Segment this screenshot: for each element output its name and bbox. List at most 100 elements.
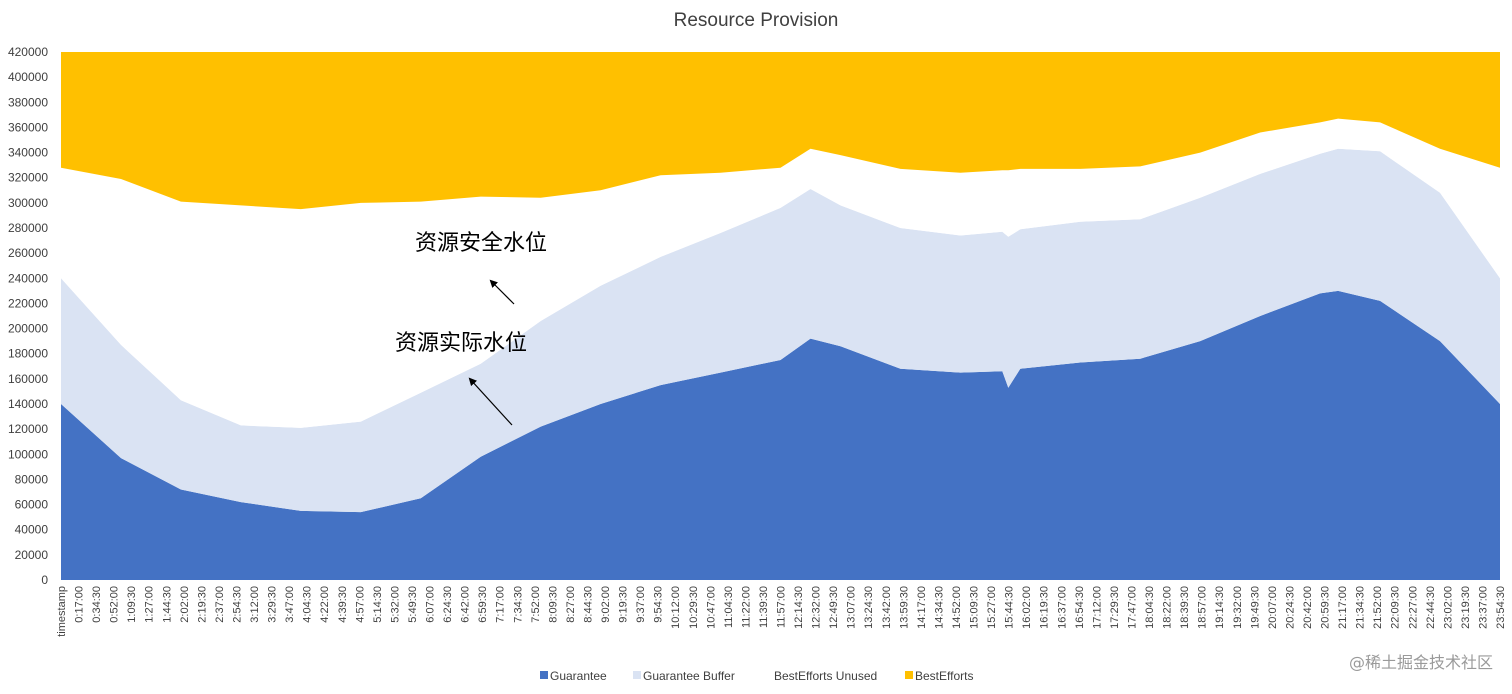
x-tick-label-24: 6:59:30 — [477, 586, 489, 623]
x-tick-label-27: 7:52:00 — [530, 586, 542, 623]
x-tick-label-52: 15:09:30 — [969, 586, 981, 629]
legend-swatch-1 — [633, 671, 641, 679]
x-tick-label-31: 9:02:00 — [600, 586, 612, 623]
x-tick-label-18: 5:14:30 — [372, 586, 384, 623]
x-tick-label-62: 18:04:30 — [1144, 586, 1156, 629]
area-series-1 — [61, 148, 1500, 513]
x-tick-label-16: 4:39:30 — [337, 586, 349, 623]
y-tick-label-18: 360000 — [8, 120, 48, 134]
annotation-actual-level: 资源实际水位 — [395, 331, 527, 356]
x-tick-label-51: 14:52:00 — [951, 586, 963, 629]
x-tick-label-25: 7:17:00 — [495, 586, 507, 623]
x-tick-label-48: 13:59:30 — [898, 586, 910, 629]
x-tick-label-10: 2:54:30 — [232, 586, 244, 623]
legend-label-0: Guarantee — [550, 669, 607, 683]
x-tick-label-78: 22:44:30 — [1425, 586, 1437, 629]
y-tick-label-4: 80000 — [15, 472, 49, 486]
x-tick-label-20: 5:49:30 — [407, 586, 419, 623]
x-tick-label-46: 13:24:30 — [863, 586, 875, 629]
x-tick-label-5: 1:27:00 — [144, 586, 156, 623]
x-tick-label-26: 7:34:30 — [512, 586, 524, 623]
x-tick-label-66: 19:14:30 — [1214, 586, 1226, 629]
y-tick-label-21: 420000 — [8, 45, 48, 59]
x-tick-label-64: 18:39:30 — [1179, 586, 1191, 629]
y-tick-label-19: 380000 — [8, 95, 48, 109]
x-tick-label-71: 20:42:00 — [1302, 586, 1314, 629]
x-tick-label-35: 10:12:00 — [670, 586, 682, 629]
x-tick-label-44: 12:49:30 — [828, 586, 840, 629]
x-tick-label-33: 9:37:00 — [635, 586, 647, 623]
x-tick-label-57: 16:37:00 — [1056, 586, 1068, 629]
x-tick-label-4: 1:09:30 — [126, 586, 138, 623]
x-axis: timestamp 0:17:00 0:34:30 0:52:00 1:09:30 1:2… — [56, 586, 1507, 637]
x-tick-label-32: 9:19:30 — [618, 586, 630, 623]
x-tick-label-82: 23:54:30 — [1495, 586, 1507, 629]
x-tick-label-19: 5:32:00 — [389, 586, 401, 623]
x-tick-label-54: 15:44:30 — [1004, 586, 1016, 629]
legend-label-3: BestEfforts — [915, 669, 973, 683]
x-tick-label-50: 14:34:30 — [933, 586, 945, 629]
area-series-group — [61, 52, 1500, 580]
y-tick-label-8: 160000 — [8, 372, 48, 386]
x-tick-label-30: 8:44:30 — [583, 586, 595, 623]
y-axis: 0 20000 40000 60000 80000 100000 120000 140000 1… — [8, 45, 48, 587]
y-tick-label-11: 220000 — [8, 296, 48, 310]
x-tick-label-79: 23:02:00 — [1442, 586, 1454, 629]
y-tick-label-13: 260000 — [8, 246, 48, 260]
x-tick-label-70: 20:24:30 — [1284, 586, 1296, 629]
y-tick-label-10: 200000 — [8, 322, 48, 336]
x-tick-label-40: 11:39:30 — [758, 586, 770, 628]
x-tick-label-45: 13:07:00 — [846, 586, 858, 629]
annotations: 资源安全水位 资源实际水位 — [395, 231, 547, 426]
legend-label-2: BestEfforts Unused — [774, 669, 877, 683]
y-tick-label-9: 180000 — [8, 347, 48, 361]
x-tick-label-11: 3:12:00 — [249, 586, 261, 623]
y-tick-label-17: 340000 — [8, 146, 48, 160]
x-tick-label-39: 11:22:00 — [740, 586, 752, 628]
x-tick-label-29: 8:27:00 — [565, 586, 577, 623]
x-tick-label-47: 13:42:00 — [881, 586, 893, 629]
x-tick-label-60: 17:29:30 — [1109, 586, 1121, 629]
x-tick-label-58: 16:54:30 — [1074, 586, 1086, 629]
area-series-2 — [61, 118, 1500, 428]
x-tick-label-0: timestamp — [56, 586, 68, 637]
x-tick-label-53: 15:27:00 — [986, 586, 998, 629]
x-tick-label-23: 6:42:00 — [460, 586, 472, 623]
x-tick-label-34: 9:54:30 — [653, 586, 665, 623]
y-tick-label-1: 20000 — [15, 548, 49, 562]
x-tick-label-2: 0:34:30 — [91, 586, 103, 623]
x-tick-label-6: 1:44:30 — [161, 586, 173, 623]
x-tick-label-61: 17:47:00 — [1127, 586, 1139, 629]
y-tick-label-0: 0 — [41, 573, 48, 587]
area-series-3 — [61, 52, 1500, 210]
y-tick-label-12: 240000 — [8, 271, 48, 285]
x-tick-label-81: 23:37:00 — [1478, 586, 1490, 629]
x-tick-label-56: 16:19:30 — [1039, 586, 1051, 629]
annotation-arrow-safe-level — [489, 279, 515, 305]
x-tick-label-37: 10:47:00 — [705, 586, 717, 629]
legend: Guarantee Guarantee Buffer BestEfforts Unu… — [540, 669, 973, 683]
watermark: @稀土掘金技术社区 — [1349, 653, 1493, 672]
x-tick-label-63: 18:22:00 — [1162, 586, 1174, 629]
y-tick-label-6: 120000 — [8, 422, 48, 436]
annotation-arrow-actual-level — [468, 377, 513, 426]
x-tick-label-22: 6:24:30 — [442, 586, 454, 623]
y-tick-label-3: 60000 — [15, 498, 49, 512]
x-tick-label-59: 17:12:00 — [1091, 586, 1103, 629]
x-tick-label-75: 21:52:00 — [1372, 586, 1384, 629]
x-tick-label-13: 3:47:00 — [284, 586, 296, 623]
x-tick-label-41: 11:57:00 — [776, 586, 788, 628]
x-tick-label-9: 2:37:00 — [214, 586, 226, 623]
x-tick-label-28: 8:09:30 — [547, 586, 559, 623]
x-tick-label-67: 19:32:00 — [1232, 586, 1244, 629]
area-series-0 — [61, 290, 1500, 580]
legend-swatch-2 — [764, 671, 772, 679]
annotation-safe-level: 资源安全水位 — [415, 231, 547, 256]
chart-title: Resource Provision — [674, 10, 839, 31]
y-tick-label-15: 300000 — [8, 196, 48, 210]
x-tick-label-43: 12:32:00 — [811, 586, 823, 629]
x-tick-label-69: 20:07:00 — [1267, 586, 1279, 629]
y-tick-label-14: 280000 — [8, 221, 48, 235]
